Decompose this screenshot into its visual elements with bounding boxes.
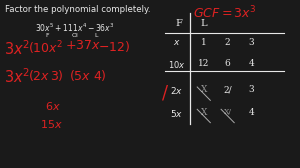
Text: $5x$: $5x$	[170, 108, 183, 119]
Text: 4: 4	[249, 108, 254, 117]
Text: 12: 12	[198, 59, 209, 68]
Text: $-12)$: $-12)$	[98, 39, 130, 54]
Text: $3)$: $3)$	[50, 68, 64, 83]
Text: F: F	[45, 33, 49, 38]
Text: X/: X/	[224, 108, 232, 116]
Text: $15x$: $15x$	[40, 118, 62, 130]
Text: $3x^2$: $3x^2$	[4, 39, 30, 58]
Text: 2: 2	[225, 38, 230, 47]
Text: $(2x$: $(2x$	[28, 68, 50, 83]
Text: $10x$: $10x$	[168, 59, 186, 70]
Text: $x$: $x$	[173, 38, 181, 47]
Text: $6x$: $6x$	[46, 100, 61, 112]
Text: L: L	[94, 33, 98, 38]
Text: 1: 1	[201, 38, 207, 47]
Text: $2x$: $2x$	[170, 86, 183, 96]
Text: 3: 3	[249, 86, 254, 94]
Text: F: F	[175, 18, 182, 28]
Text: Factor the polynomial completely.: Factor the polynomial completely.	[5, 5, 151, 14]
Text: 6: 6	[225, 59, 230, 68]
Text: 4: 4	[249, 59, 254, 68]
Text: $30x^5 + 111x^4 - 36x^3$: $30x^5 + 111x^4 - 36x^3$	[35, 22, 115, 34]
Text: OI: OI	[72, 33, 79, 38]
Text: 2/: 2/	[223, 86, 232, 94]
Text: $(5x$: $(5x$	[69, 68, 92, 83]
Text: /: /	[162, 84, 168, 102]
Text: 3: 3	[249, 38, 254, 47]
Text: L: L	[200, 18, 207, 28]
Text: $(10x^2$: $(10x^2$	[28, 39, 63, 57]
Text: $3x^2$: $3x^2$	[4, 68, 30, 86]
Text: $4)$: $4)$	[93, 68, 107, 83]
Text: X: X	[201, 108, 207, 117]
Text: $+37x$: $+37x$	[65, 39, 101, 52]
Text: X: X	[201, 86, 207, 94]
Text: $GCF = 3x^3$: $GCF = 3x^3$	[193, 5, 256, 22]
